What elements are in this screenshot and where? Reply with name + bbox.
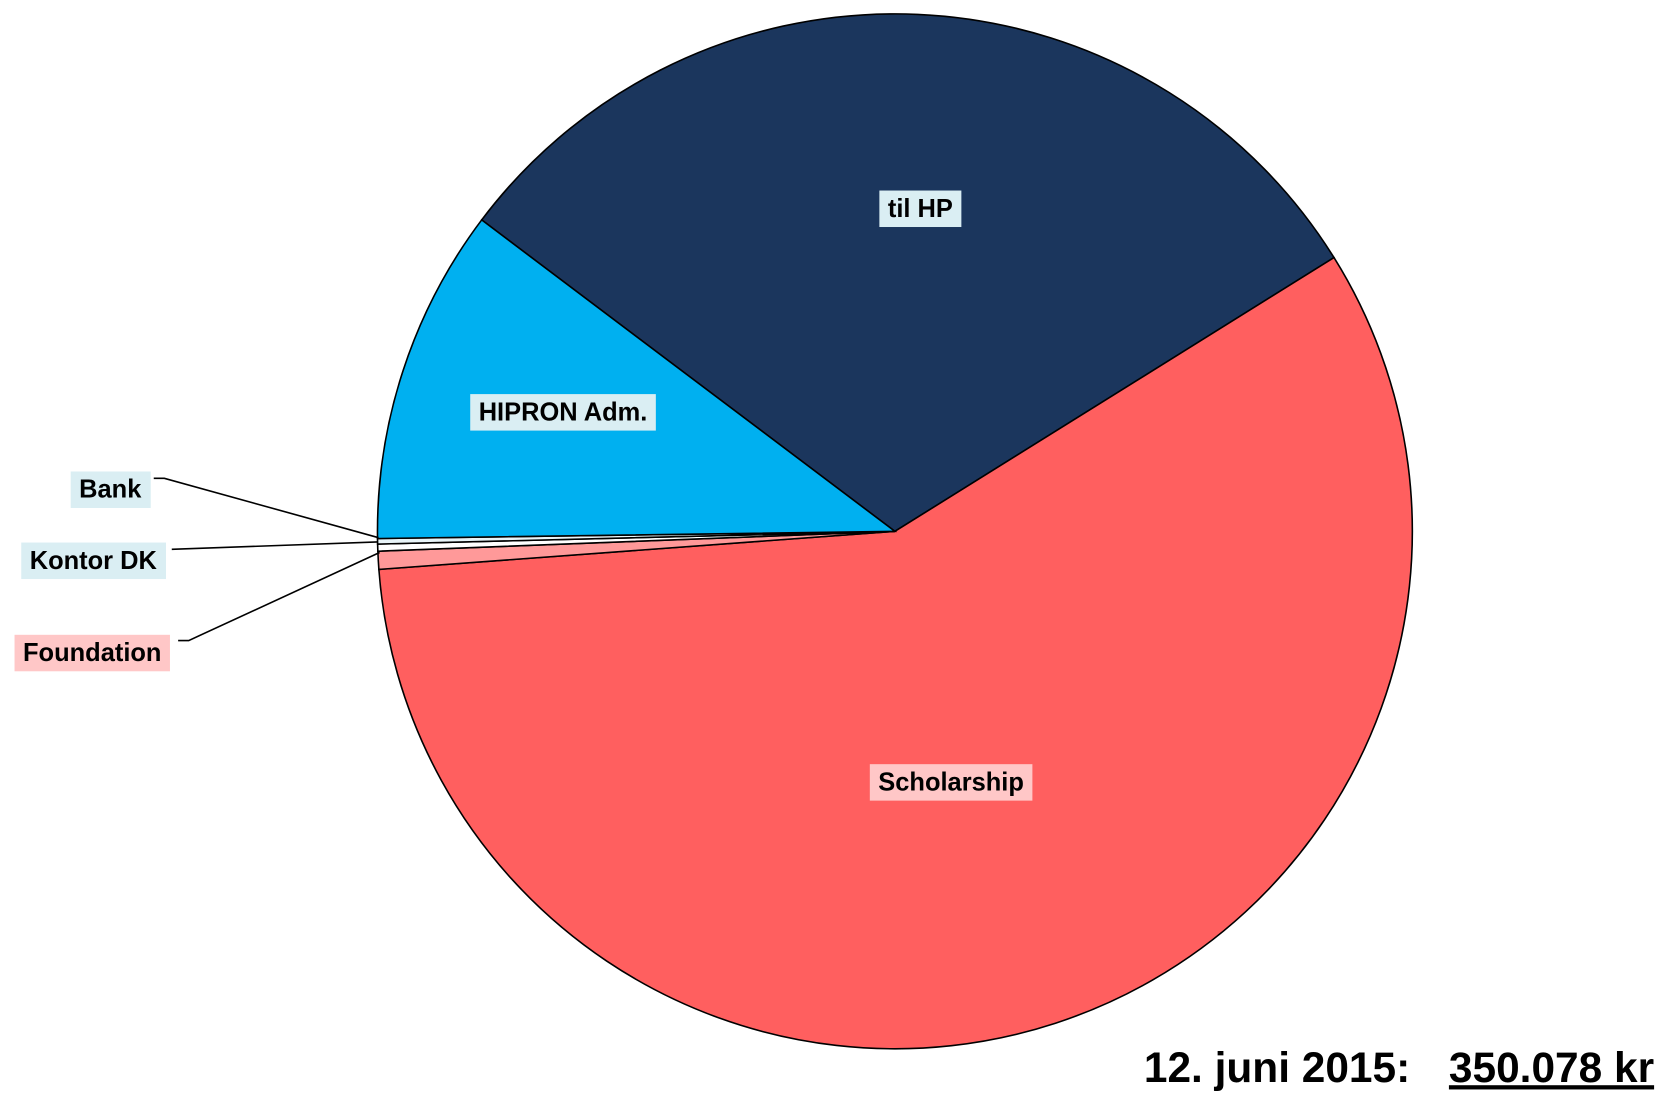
data-label: Foundation: [14, 634, 170, 672]
slice-label: Bank: [79, 476, 142, 504]
label-background: [879, 190, 962, 228]
leader-line: [153, 477, 379, 539]
pie-slice: [378, 256, 1414, 1050]
leader-line: [171, 541, 378, 551]
data-label: HIPRON Adm.: [470, 394, 656, 431]
slice-label: Scholarship: [878, 768, 1024, 796]
data-label: Bank: [70, 471, 151, 508]
data-label: til HP: [879, 190, 962, 228]
annotation-date: 12. juni 2015:: [1144, 1044, 1410, 1091]
pie-slice: [480, 13, 1336, 533]
slice-label: Kontor DK: [30, 547, 158, 575]
pie: [376, 13, 1414, 1050]
data-label: Scholarship: [869, 764, 1033, 801]
slice-label: til HP: [888, 195, 953, 223]
data-label: Kontor DK: [21, 542, 166, 580]
slice-label: Foundation: [23, 639, 161, 667]
annotation-total: 350.078 kr: [1449, 1044, 1654, 1091]
label-background: [470, 394, 656, 431]
pie-slice: [376, 218, 898, 540]
label-background: [21, 542, 166, 580]
label-background: [70, 471, 151, 508]
label-background: [869, 764, 1033, 801]
leader-line: [178, 551, 380, 642]
slice-label: HIPRON Adm.: [479, 398, 648, 426]
label-background: [14, 634, 170, 672]
